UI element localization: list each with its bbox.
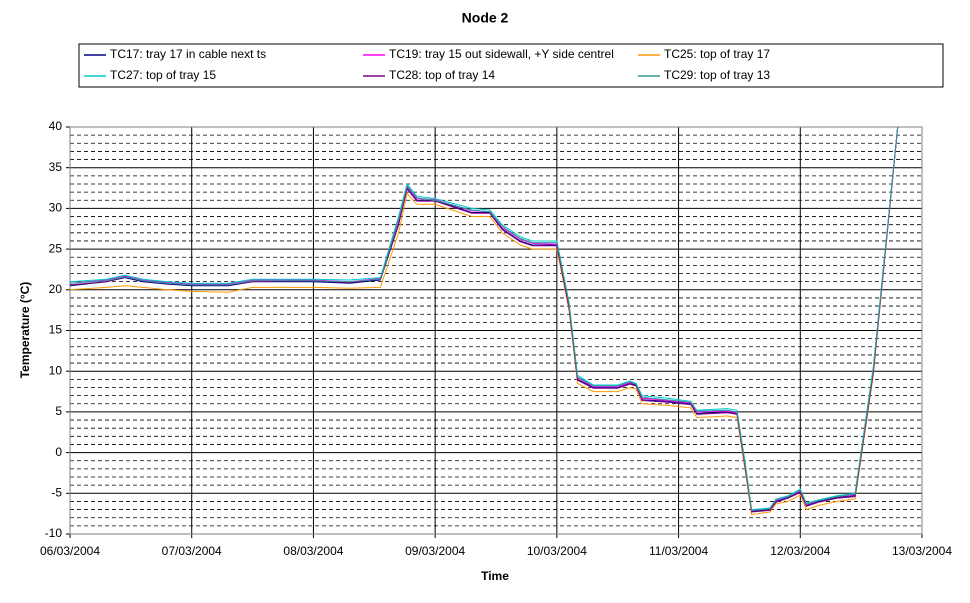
x-tick-label: 08/03/2004	[283, 544, 343, 558]
y-tick-label: 25	[49, 241, 63, 255]
legend-label: TC17: tray 17 in cable next ts	[110, 47, 266, 61]
y-axis-title: Temperature (°C)	[18, 282, 32, 379]
plot-border	[69, 126, 923, 535]
y-tick-label: 5	[55, 404, 62, 418]
x-tick-label: 10/03/2004	[527, 544, 587, 558]
x-tick-label: 11/03/2004	[649, 544, 708, 558]
y-tick-label: 10	[49, 363, 63, 377]
y-tick-label: -10	[45, 526, 63, 540]
y-tick-label: -5	[51, 485, 62, 499]
x-tick-label: 06/03/2004	[40, 544, 100, 558]
y-tick-label: 15	[49, 323, 63, 337]
legend-box	[78, 43, 944, 88]
legend-label: TC29: top of tray 13	[664, 68, 770, 82]
legend-label: TC25: top of tray 17	[664, 47, 770, 61]
legend-label: TC19: tray 15 out sidewall, +Y side cent…	[389, 47, 614, 61]
x-tick-label: 07/03/2004	[162, 544, 222, 558]
x-tick-label: 13/03/2004	[892, 544, 952, 558]
x-axis-title: Time	[481, 569, 509, 583]
legend-label: TC28: top of tray 14	[389, 68, 495, 82]
y-tick-label: 0	[55, 445, 62, 459]
series-line	[69, 126, 899, 511]
x-tick-label: 09/03/2004	[405, 544, 465, 558]
y-tick-label: 20	[49, 282, 63, 296]
y-tick-label: 35	[49, 160, 63, 174]
chart-title: Node 2	[462, 10, 509, 26]
x-tick-label: 12/03/2004	[770, 544, 830, 558]
y-tick-label: 40	[49, 119, 63, 133]
legend-label: TC27: top of tray 15	[110, 68, 216, 82]
y-tick-label: 30	[49, 201, 63, 215]
